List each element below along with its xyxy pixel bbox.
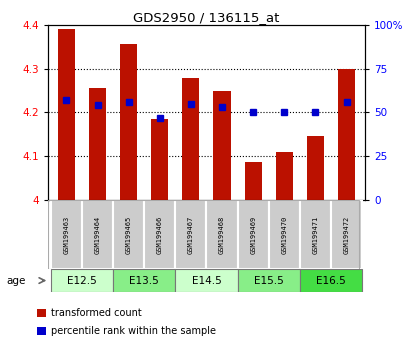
Text: GSM199471: GSM199471 (312, 215, 318, 254)
Text: GSM199468: GSM199468 (219, 215, 225, 254)
Text: E16.5: E16.5 (316, 275, 346, 286)
Bar (237, 200, 269, 269)
Bar (276, 152, 293, 200)
Bar (213, 91, 231, 200)
Text: GSM199469: GSM199469 (250, 215, 256, 254)
Bar (89, 88, 106, 200)
Text: GSM199463: GSM199463 (63, 215, 69, 254)
Bar (82, 200, 113, 269)
Bar (338, 69, 355, 200)
Bar (144, 200, 176, 269)
Bar (51, 200, 82, 269)
Text: GSM199466: GSM199466 (157, 215, 163, 254)
Bar (331, 200, 362, 269)
Title: GDS2950 / 136115_at: GDS2950 / 136115_at (133, 11, 280, 24)
Text: E12.5: E12.5 (67, 275, 97, 286)
Text: E14.5: E14.5 (192, 275, 221, 286)
Bar (176, 269, 237, 292)
Bar (120, 45, 137, 200)
Text: GSM199470: GSM199470 (281, 215, 287, 254)
Bar (207, 200, 237, 269)
Bar (182, 78, 200, 200)
Text: GSM199465: GSM199465 (126, 215, 132, 254)
Bar (58, 29, 75, 200)
Text: GSM199472: GSM199472 (344, 215, 349, 254)
Bar (307, 136, 324, 200)
Text: GSM199467: GSM199467 (188, 215, 194, 254)
Bar (51, 269, 113, 292)
Text: age: age (6, 275, 26, 286)
Text: E13.5: E13.5 (129, 275, 159, 286)
Bar (113, 269, 176, 292)
Text: E15.5: E15.5 (254, 275, 283, 286)
Bar (176, 200, 207, 269)
Bar (244, 162, 262, 200)
Bar (113, 200, 144, 269)
Text: GSM199464: GSM199464 (95, 215, 100, 254)
Bar (237, 269, 300, 292)
Bar (269, 200, 300, 269)
Bar (300, 269, 362, 292)
Bar (151, 119, 168, 200)
Bar (300, 200, 331, 269)
Text: transformed count: transformed count (51, 308, 142, 318)
Text: percentile rank within the sample: percentile rank within the sample (51, 326, 217, 336)
